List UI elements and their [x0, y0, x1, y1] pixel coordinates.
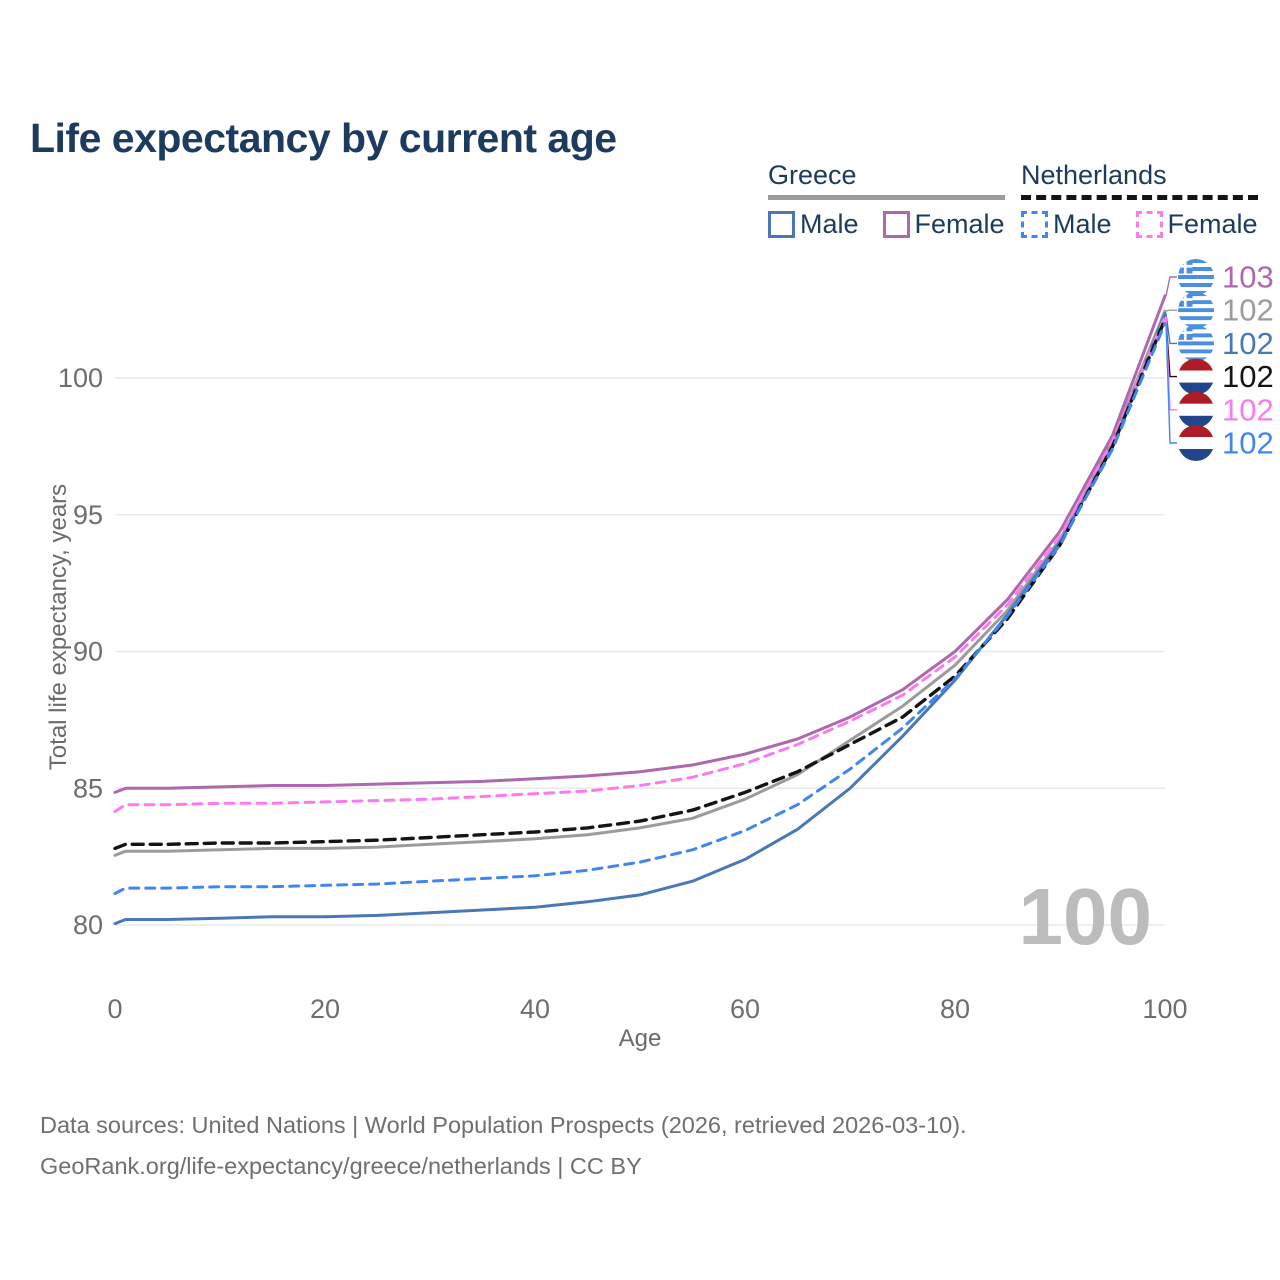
- netherlands-flag-icon: [1178, 425, 1214, 461]
- y-tick-label: 100: [58, 363, 103, 393]
- legend-label: Female: [914, 209, 1005, 239]
- age-watermark: 100: [1019, 872, 1152, 961]
- netherlands-male-swatch-icon: [1021, 211, 1048, 238]
- legend-item-netherlands-female[interactable]: Female: [1135, 209, 1258, 240]
- series-end-value: 102: [1222, 326, 1274, 361]
- series-end-value: 102: [1222, 293, 1274, 328]
- x-tick-label: 0: [107, 994, 122, 1024]
- end-label-connector: [1165, 309, 1177, 312]
- data-source-note: Data sources: United Nations | World Pop…: [40, 1105, 967, 1187]
- y-tick-label: 90: [73, 637, 103, 667]
- series-end-value: 102: [1222, 392, 1274, 427]
- series-end-label[interactable]: 103: [1178, 259, 1274, 295]
- series-line-netherlands_male[interactable]: [113, 321, 1167, 895]
- legend-country-greece[interactable]: Greece: [768, 160, 857, 190]
- legend-item-greece-female[interactable]: Female: [882, 209, 1005, 240]
- legend-group-greece: Greece Male Female: [768, 160, 1005, 240]
- x-tick-label: 100: [1142, 994, 1187, 1024]
- series-end-value: 102: [1222, 359, 1274, 394]
- legend-label: Male: [1053, 209, 1112, 239]
- greece-male-swatch-icon: [768, 211, 795, 238]
- greece-female-swatch-icon: [882, 211, 910, 238]
- end-label-connector: [1165, 313, 1177, 345]
- greece-flag-icon: [1178, 259, 1214, 295]
- source-line-1: Data sources: United Nations | World Pop…: [40, 1112, 967, 1138]
- end-label-connector: [1165, 323, 1177, 444]
- legend-label: Male: [800, 209, 859, 239]
- greece-flag-icon: [1178, 292, 1214, 329]
- series-end-label[interactable]: 102: [1178, 292, 1274, 329]
- x-tick-label: 60: [730, 994, 760, 1024]
- netherlands-flag-icon: [1178, 391, 1214, 428]
- series-line-greece_male[interactable]: [113, 312, 1167, 926]
- series-line-netherlands_total[interactable]: [113, 317, 1167, 851]
- legend-country-netherlands[interactable]: Netherlands: [1021, 160, 1167, 190]
- legend-item-greece-male[interactable]: Male: [768, 209, 859, 240]
- x-tick-label: 20: [310, 994, 340, 1024]
- y-tick-label: 85: [73, 773, 103, 803]
- y-tick-label: 80: [73, 910, 103, 940]
- source-line-2[interactable]: GeoRank.org/life-expectancy/greece/nethe…: [40, 1153, 642, 1179]
- x-tick-label: 80: [940, 994, 970, 1024]
- greece-flag-icon: [1178, 325, 1214, 362]
- series-end-label[interactable]: 102: [1178, 325, 1274, 362]
- legend-label: Female: [1167, 209, 1258, 239]
- end-label-connector: [1165, 276, 1177, 297]
- series-end-value: 103: [1222, 260, 1274, 295]
- netherlands-line-style-sample: [1021, 195, 1258, 200]
- legend-item-netherlands-male[interactable]: Male: [1021, 209, 1112, 240]
- x-tick-label: 40: [520, 994, 550, 1024]
- series-end-value: 102: [1222, 426, 1274, 461]
- series-line-netherlands_female[interactable]: [113, 315, 1167, 813]
- netherlands-flag-icon: [1178, 358, 1214, 395]
- series-end-label[interactable]: 102: [1178, 358, 1274, 395]
- legend-group-netherlands: Netherlands Male Female: [1021, 160, 1258, 240]
- series-line-greece_total[interactable]: [113, 309, 1167, 857]
- series-end-label[interactable]: 102: [1178, 391, 1274, 428]
- y-tick-label: 95: [73, 500, 103, 530]
- series-end-label[interactable]: 102: [1178, 425, 1274, 461]
- netherlands-female-swatch-icon: [1135, 211, 1163, 238]
- page-title: Life expectancy by current age: [30, 115, 617, 162]
- greece-line-style-sample: [768, 195, 1005, 200]
- series-line-greece_female[interactable]: [113, 294, 1167, 794]
- x-axis-title: Age: [618, 1025, 662, 1052]
